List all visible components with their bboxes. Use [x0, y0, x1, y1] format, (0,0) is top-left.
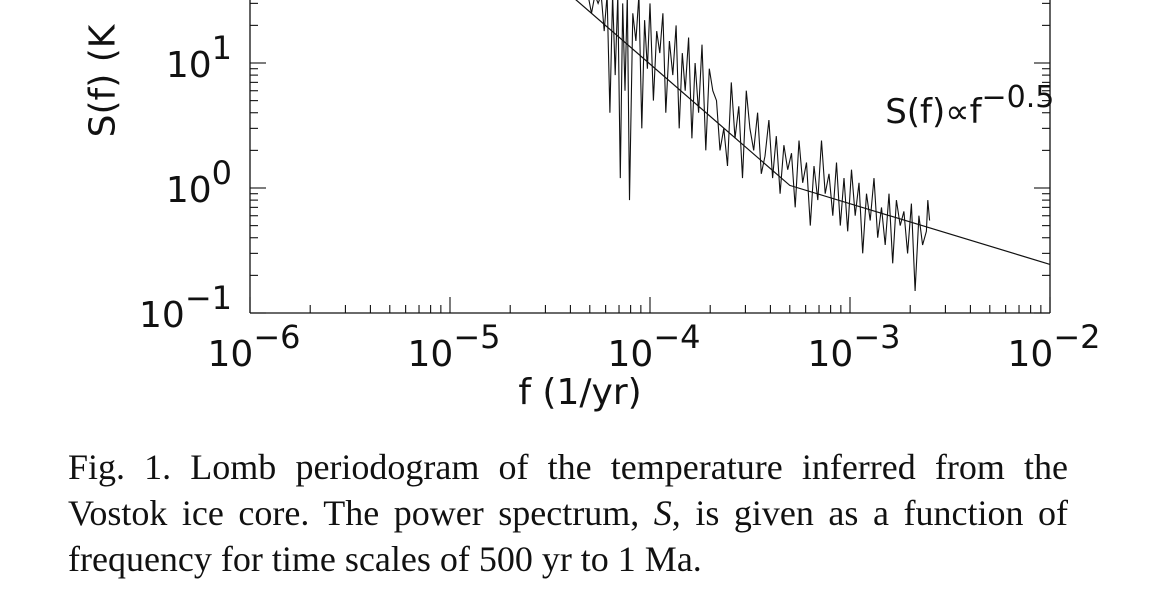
caption-suffix: , is given as a function of frequency fo…	[68, 493, 1068, 579]
periodogram-line	[588, 0, 931, 292]
y-tick-label: 100	[166, 154, 232, 211]
x-axis-label: f (1/yr)	[518, 372, 642, 413]
x-tick-label: 10−4	[608, 318, 701, 375]
x-tick-label: 10−5	[408, 318, 501, 375]
y-tick-label: 101	[166, 29, 232, 86]
x-tick-label: 10−6	[208, 318, 301, 375]
periodogram-plot: 10−6 10−5 10−4 10−3 10−2 10−1 100 101 S(f)∝f−0.5	[139, 0, 1101, 375]
y-axis-label: S(f) (K	[82, 24, 124, 138]
y-axis-label-wrap: S(f) (K	[68, 0, 138, 140]
figure-caption: Fig. 1. Lomb periodogram of the temperat…	[68, 444, 1068, 582]
caption-symbol: S	[653, 493, 672, 533]
caption-prefix: Fig. 1. Lomb periodogram of the temperat…	[68, 447, 1068, 533]
y-tick-label: 10−1	[139, 279, 232, 336]
chart-figure: 10−6 10−5 10−4 10−3 10−2 10−1 100 101 S(f)∝f−0.5…	[68, 0, 1101, 413]
x-tick-label: 10−3	[808, 318, 901, 375]
x-tick-label: 10−2	[1008, 318, 1101, 375]
power-law-annotation: S(f)∝f−0.5	[885, 80, 1054, 132]
